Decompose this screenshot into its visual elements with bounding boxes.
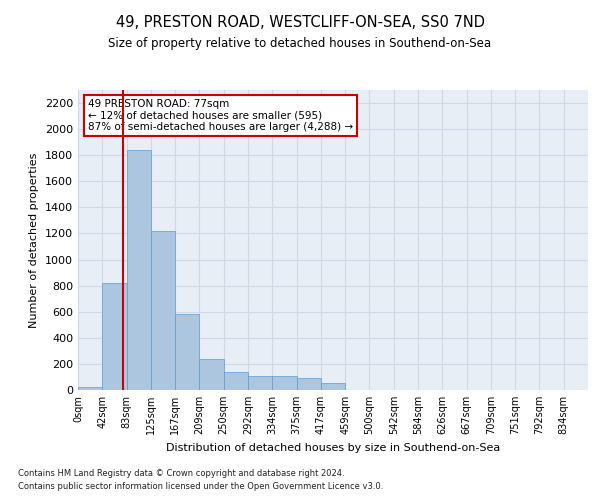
Text: Size of property relative to detached houses in Southend-on-Sea: Size of property relative to detached ho… <box>109 38 491 51</box>
Bar <box>296 378 321 390</box>
Bar <box>151 231 175 390</box>
Bar <box>102 283 127 390</box>
Text: Contains HM Land Registry data © Crown copyright and database right 2024.: Contains HM Land Registry data © Crown c… <box>18 468 344 477</box>
Bar <box>199 358 224 390</box>
Text: 49, PRESTON ROAD, WESTCLIFF-ON-SEA, SS0 7ND: 49, PRESTON ROAD, WESTCLIFF-ON-SEA, SS0 … <box>115 15 485 30</box>
Bar <box>272 376 296 390</box>
Bar <box>248 376 272 390</box>
Bar <box>78 388 102 390</box>
Text: 49 PRESTON ROAD: 77sqm
← 12% of detached houses are smaller (595)
87% of semi-de: 49 PRESTON ROAD: 77sqm ← 12% of detached… <box>88 99 353 132</box>
Bar <box>175 314 199 390</box>
Text: Contains public sector information licensed under the Open Government Licence v3: Contains public sector information licen… <box>18 482 383 491</box>
Bar <box>321 384 345 390</box>
Y-axis label: Number of detached properties: Number of detached properties <box>29 152 40 328</box>
Bar <box>224 372 248 390</box>
X-axis label: Distribution of detached houses by size in Southend-on-Sea: Distribution of detached houses by size … <box>166 442 500 452</box>
Bar <box>127 150 151 390</box>
